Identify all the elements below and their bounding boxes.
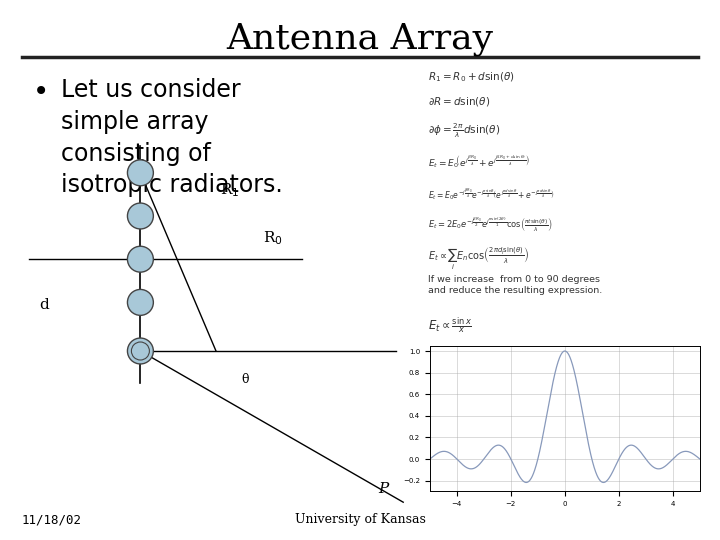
Text: $\partial R = d\sin(\theta)$: $\partial R = d\sin(\theta)$	[428, 94, 490, 107]
Ellipse shape	[127, 246, 153, 272]
Ellipse shape	[127, 203, 153, 229]
Text: d: d	[40, 298, 50, 312]
Text: If we increase  from 0 to 90 degrees
and reduce the resulting expression.: If we increase from 0 to 90 degrees and …	[428, 275, 603, 295]
Text: Let us consider
simple array
consisting of
isotropic radiators.: Let us consider simple array consisting …	[61, 78, 283, 197]
Text: •: •	[32, 78, 49, 106]
Text: θ: θ	[241, 373, 248, 386]
Text: R$_1$: R$_1$	[220, 181, 239, 199]
Text: Antenna Array: Antenna Array	[227, 22, 493, 56]
Text: $E_t = E_0 e^{-j\frac{\beta R_0}{\lambda}} e^{-j\frac{\pi\sin\theta}{\lambda}}\!: $E_t = E_0 e^{-j\frac{\beta R_0}{\lambda…	[428, 186, 555, 202]
Text: $E_t = E_0\!\left(e^{j\frac{\beta R_0}{\lambda}} + e^{j\frac{\beta(R_0+d\sin\the: $E_t = E_0\!\left(e^{j\frac{\beta R_0}{\…	[428, 154, 531, 171]
Text: $\partial\phi = \frac{2\pi}{\lambda}d\sin(\theta)$: $\partial\phi = \frac{2\pi}{\lambda}d\si…	[428, 122, 500, 140]
Ellipse shape	[127, 289, 153, 315]
Text: $E_t \propto \sum_i E_n \cos\!\left(\frac{2\pi d_i\sin(\theta)}{\lambda}\right)$: $E_t \propto \sum_i E_n \cos\!\left(\fra…	[428, 246, 530, 272]
Text: 11/18/02: 11/18/02	[22, 514, 81, 526]
Ellipse shape	[127, 160, 153, 186]
Text: P: P	[378, 482, 388, 496]
Text: $R_1 = R_0 + d\sin(\theta)$: $R_1 = R_0 + d\sin(\theta)$	[428, 70, 515, 84]
Text: $E_t = 2E_0 e^{-j\frac{\beta R_0}{2}} e^{j\frac{\pi\sin(2\theta)}{1}} \cos\!\lef: $E_t = 2E_0 e^{-j\frac{\beta R_0}{2}} e^…	[428, 216, 553, 234]
Text: $E_t \propto \frac{\sin x}{x}$: $E_t \propto \frac{\sin x}{x}$	[428, 316, 472, 335]
Text: University of Kansas: University of Kansas	[294, 514, 426, 526]
Text: R$_0$: R$_0$	[263, 230, 282, 247]
Ellipse shape	[127, 338, 153, 364]
